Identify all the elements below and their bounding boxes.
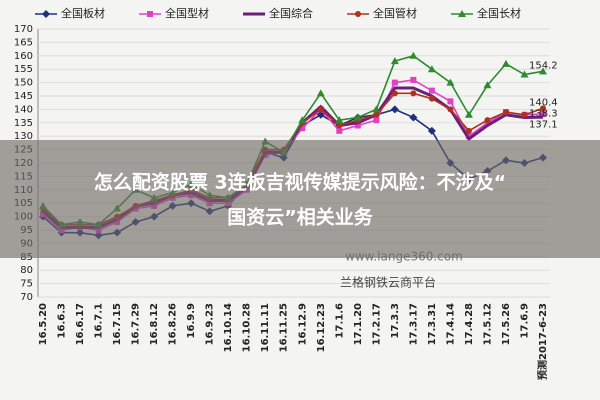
value-label: 154.2 — [529, 60, 558, 71]
legend-label: 全国长材 — [477, 6, 521, 20]
point — [409, 113, 418, 122]
point — [355, 11, 361, 17]
x-tick-label: 17.5.26 — [501, 303, 512, 345]
x-tick-label: 17.6.9 — [519, 303, 530, 338]
x-tick-label: 17.3.17 — [408, 303, 419, 345]
point — [317, 106, 324, 113]
point — [335, 116, 344, 124]
y-tick-label: 155 — [14, 64, 33, 75]
point — [501, 59, 510, 67]
legend-label: 全国管材 — [373, 6, 417, 20]
point — [540, 105, 546, 112]
point — [458, 10, 466, 17]
point — [521, 111, 528, 118]
point — [447, 98, 454, 105]
banner-text: 怎么配资股票 3连板吉视传媒提示风险：不涉及“ — [94, 171, 506, 194]
point — [483, 81, 492, 89]
point — [316, 89, 325, 97]
legend-label: 全国综合 — [269, 6, 313, 20]
x-tick-label: 16.7.29 — [131, 303, 142, 345]
x-tick-label: 16.7.15 — [112, 303, 123, 345]
point — [447, 106, 454, 113]
point — [427, 126, 436, 135]
point — [427, 65, 436, 73]
point — [502, 109, 509, 116]
x-tick-label: 17.1.6 — [334, 303, 345, 338]
point — [299, 125, 306, 132]
y-tick-label: 70 — [20, 292, 33, 303]
x-tick-label: 16.12.9 — [297, 303, 308, 345]
x-tick-label: 17.3.3 — [390, 303, 401, 338]
y-tick-label: 150 — [14, 78, 33, 89]
x-tick-label: 16.6.3 — [57, 303, 68, 338]
x-tick-label: 16.5.20 — [38, 303, 49, 345]
point — [409, 51, 418, 59]
x-tick-label: 16.12.23 — [316, 303, 327, 352]
y-tick-label: 80 — [20, 265, 33, 276]
point — [390, 57, 399, 65]
y-tick-label: 165 — [14, 37, 33, 48]
point — [465, 127, 472, 134]
banner-background — [0, 140, 600, 258]
watermark: 兰格钢铁云商平台 — [340, 275, 436, 290]
point — [353, 113, 362, 121]
x-tick-label: 16.9.9 — [186, 303, 197, 338]
point — [428, 95, 435, 102]
banner-text: 国资云”相关业务 — [227, 206, 373, 229]
x-tick-label: 16.6.17 — [75, 303, 86, 345]
point — [372, 105, 381, 113]
value-label: 138.3 — [529, 108, 558, 119]
x-tick-label: 16.11.25 — [279, 303, 290, 352]
point — [540, 110, 546, 117]
point — [446, 78, 455, 86]
legend-label: 全国板材 — [61, 6, 105, 20]
point — [336, 122, 343, 129]
point — [391, 79, 398, 86]
x-tick-label: 17.2.17 — [371, 303, 382, 345]
value-label: 140.4 — [529, 97, 558, 108]
point — [390, 105, 399, 114]
point — [484, 117, 491, 124]
point — [539, 67, 547, 75]
x-tick-label: 17.4.28 — [464, 303, 475, 345]
y-tick-label: 140 — [14, 104, 33, 115]
point — [42, 10, 50, 18]
x-tick-label: 16.10.28 — [242, 303, 253, 352]
x-tick-label: 16.7.1 — [94, 303, 105, 338]
x-tick-label: 17.3.31 — [427, 303, 438, 345]
x-tick-label: 16.11.11 — [260, 303, 271, 352]
x-tick-label: 16.8.12 — [149, 303, 160, 345]
x-tick-label: 17.1.20 — [353, 303, 364, 345]
x-tick-label: 17.5.12 — [482, 303, 493, 345]
y-tick-label: 160 — [14, 51, 33, 62]
y-tick-label: 135 — [14, 118, 33, 129]
y-tick-label: 130 — [14, 131, 33, 142]
x-tick-label: 16.9.23 — [205, 303, 216, 345]
point — [391, 90, 398, 97]
y-tick-label: 145 — [14, 91, 33, 102]
point — [336, 127, 343, 134]
x-tick-label: 16.8.26 — [168, 303, 179, 345]
legend-label: 全国型材 — [165, 6, 209, 20]
point — [298, 116, 307, 124]
point — [410, 76, 417, 83]
x-tick-label: 预测2017-6-23 — [536, 303, 549, 380]
point — [410, 90, 417, 97]
point — [464, 110, 473, 118]
point — [373, 111, 380, 118]
point — [428, 87, 435, 94]
point — [354, 122, 361, 129]
x-tick-label: 16.10.14 — [223, 303, 234, 352]
point — [373, 117, 380, 124]
x-tick-label: 17.4.14 — [445, 303, 456, 345]
point — [520, 70, 529, 78]
point — [147, 11, 153, 17]
value-label: 137.1 — [529, 119, 558, 130]
y-tick-label: 170 — [14, 24, 33, 35]
y-tick-label: 75 — [20, 279, 33, 290]
